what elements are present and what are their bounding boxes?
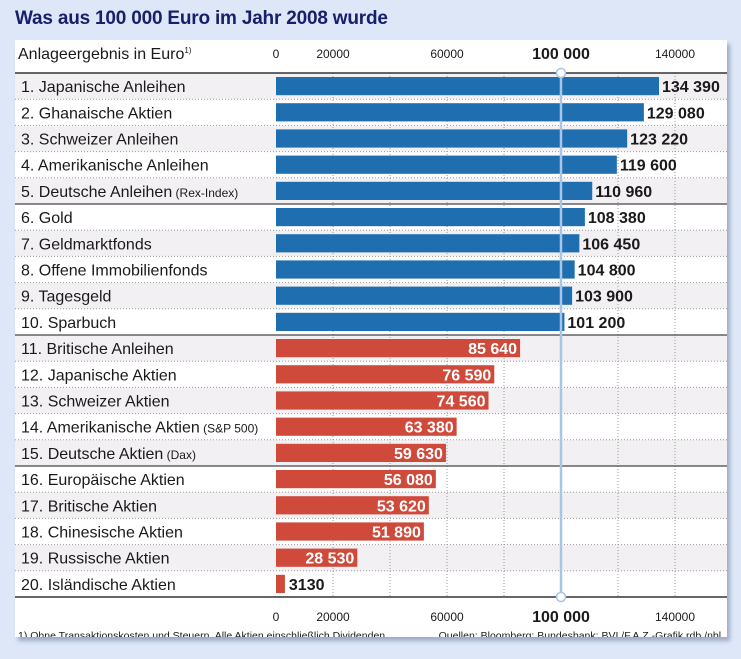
tick-label-bottom: 140000: [655, 610, 695, 624]
category-label: 7. Geldmarktfonds: [21, 236, 152, 253]
bar: [276, 181, 593, 200]
bar: [276, 286, 573, 305]
category-label: 9. Tagesgeld: [21, 289, 111, 306]
source-credit: Quellen: Bloomberg; Bundesbank; BVI /F.A…: [439, 630, 724, 637]
tick-label-top: 20000: [316, 47, 350, 61]
value-label: 53 620: [377, 498, 426, 515]
tick-label-top: 60000: [430, 47, 464, 61]
category-label: 2. Ghanaische Aktien: [21, 105, 172, 122]
category-label: 16. Europäische Aktien: [21, 472, 185, 489]
value-label: 119 600: [620, 158, 677, 175]
bar: [276, 339, 521, 358]
bar: [276, 234, 580, 253]
value-label: 110 960: [595, 184, 652, 201]
value-label: 134 390: [662, 79, 720, 96]
tick-label-top: 100 000: [532, 46, 590, 63]
bar: [276, 103, 644, 122]
bar: [276, 574, 285, 593]
value-label: 76 590: [442, 367, 491, 384]
category-label: 11. Britische Anleihen: [21, 341, 174, 358]
value-label: 59 630: [394, 446, 443, 463]
bar: [276, 443, 446, 462]
value-label: 108 380: [588, 210, 646, 227]
value-label: 85 640: [468, 341, 517, 358]
tick-label-bottom: 100 000: [532, 609, 590, 626]
category-label: 18. Chinesische Aktien: [21, 525, 183, 542]
value-label: 104 800: [578, 263, 636, 280]
category-label: 5. Deutsche Anleihen (Rex-Index): [21, 184, 238, 201]
value-label: 129 080: [647, 105, 705, 122]
reference-marker-bottom: [555, 591, 567, 603]
chart-title: Was aus 100 000 Euro im Jahr 2008 wurde: [15, 8, 388, 29]
tick-label-bottom: 60000: [430, 610, 464, 624]
category-label: 8. Offene Immobilienfonds: [21, 263, 207, 280]
category-label: 14. Amerikanische Aktien (S&P 500): [21, 420, 258, 437]
value-label: 28 530: [305, 551, 354, 568]
value-label: 106 450: [582, 236, 640, 253]
bar: [276, 129, 628, 148]
value-label: 3130: [289, 577, 325, 594]
bar: [276, 365, 495, 384]
category-label: 10. Sparbuch: [21, 315, 116, 332]
value-label: 51 890: [372, 525, 421, 542]
reference-marker-top: [555, 67, 567, 79]
tick-label-top: 0: [273, 47, 280, 61]
bar: [276, 522, 424, 541]
bar: [276, 208, 585, 227]
category-label: 4. Amerikanische Anleihen: [21, 158, 209, 175]
bar: [276, 417, 457, 436]
bar: [276, 260, 575, 279]
value-label: 101 200: [567, 315, 625, 332]
value-label: 74 560: [437, 394, 486, 411]
bar: [276, 496, 429, 515]
value-label: 103 900: [575, 289, 633, 306]
bar: [276, 470, 436, 489]
chart-subtitle: Anlageergebnis in Euro1): [18, 46, 192, 63]
category-label: 17. Britische Aktien: [21, 498, 157, 515]
tick-label-bottom: 0: [273, 610, 280, 624]
bar: [276, 155, 617, 174]
bar: [276, 548, 358, 567]
value-label: 56 080: [384, 472, 433, 489]
category-label: 13. Schweizer Aktien: [21, 394, 170, 411]
bar: [276, 391, 489, 410]
category-label: 12. Japanische Aktien: [21, 367, 177, 384]
category-label: 19. Russische Aktien: [21, 551, 170, 568]
chart-panel: 1. Japanische Anleihen 134 390 2. Ghanaisc…: [15, 40, 727, 637]
footnote: 1) Ohne Transaktionskosten und Steuern. …: [18, 630, 388, 637]
tick-label-bottom: 20000: [316, 610, 350, 624]
bar-chart: 1. Japanische Anleihen 134 390 2. Ghanaisc…: [15, 46, 727, 637]
category-label: 3. Schweizer Anleihen: [21, 132, 178, 149]
bar: [276, 312, 565, 331]
category-label: 15. Deutsche Aktien (Dax): [21, 446, 196, 463]
category-label: 1. Japanische Anleihen: [21, 79, 186, 96]
bar: [276, 77, 660, 96]
category-label: 20. Isländische Aktien: [21, 577, 176, 594]
tick-label-top: 140000: [655, 47, 695, 61]
row-background: [15, 544, 727, 571]
value-label: 63 380: [405, 420, 454, 437]
category-label: 6. Gold: [21, 210, 73, 227]
value-label: 123 220: [630, 132, 688, 149]
